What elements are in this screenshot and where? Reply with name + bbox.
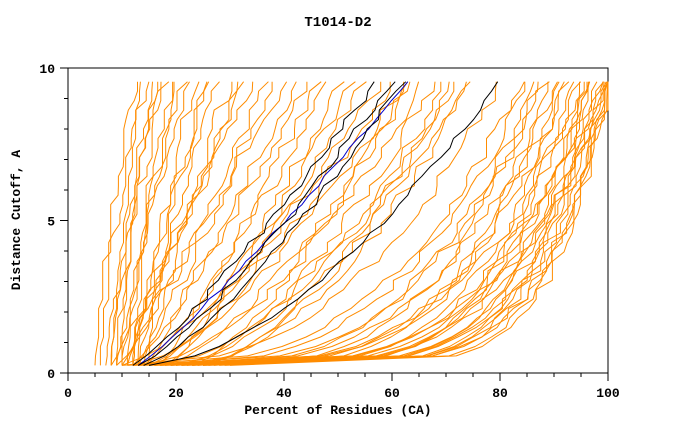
y-tick-label: 5 — [47, 215, 55, 230]
ensemble-curve — [165, 81, 409, 366]
x-tick-label: 0 — [64, 386, 72, 401]
ensemble-curve — [154, 81, 356, 366]
ensemble-curve — [110, 81, 170, 366]
ensemble-curve — [137, 81, 245, 366]
highlight-curve — [143, 81, 407, 366]
x-tick-label: 20 — [168, 386, 184, 401]
ensemble-curve — [132, 81, 550, 366]
ensemble-curve — [154, 81, 560, 366]
ensemble-curve — [126, 81, 254, 366]
ensemble-curve — [121, 81, 288, 366]
y-axis-label: Distance Cutoff, A — [9, 150, 24, 291]
ensemble-curve — [170, 81, 609, 366]
ensemble-curve — [192, 81, 609, 366]
ensemble-curve — [116, 81, 159, 366]
ensemble-curve — [110, 81, 150, 366]
ensemble-curve — [132, 81, 308, 366]
ensemble-curve — [99, 81, 141, 366]
ensemble-curve — [186, 81, 606, 366]
x-tick-label: 80 — [492, 386, 508, 401]
ensemble-curve — [208, 81, 609, 366]
ensemble-curve — [192, 81, 539, 366]
ensemble-curve — [181, 81, 436, 366]
ensemble-curve — [132, 81, 220, 366]
ensemble-curve — [127, 81, 525, 366]
ensemble-curve — [229, 81, 609, 366]
ensemble-curve — [143, 81, 233, 366]
axis-ticks — [60, 67, 609, 381]
ensemble-curve — [213, 81, 549, 366]
ensemble-curve — [105, 81, 153, 366]
y-tick-label: 0 — [47, 367, 55, 382]
ensemble-curve — [110, 81, 239, 366]
ensemble-curve — [126, 81, 208, 366]
ensemble-curve — [197, 81, 570, 366]
ensemble-curve — [175, 81, 455, 366]
highlight-curves — [132, 81, 499, 366]
ensemble-curve — [170, 81, 345, 366]
y-tick-label: 10 — [39, 62, 55, 77]
ensemble-curve — [202, 81, 467, 366]
ensemble-curve — [121, 81, 497, 366]
ensemble-curve — [181, 81, 604, 366]
ensemble-curve — [181, 81, 580, 366]
ensemble-curve — [186, 81, 471, 366]
ensemble-curve — [143, 81, 591, 366]
ensemble-curve — [132, 81, 585, 366]
ensemble-curve — [164, 81, 367, 366]
ensemble-curve — [148, 81, 210, 366]
ensemble-curve — [148, 81, 526, 366]
chart-title: T1014-D2 — [304, 15, 371, 31]
ensemble-curve — [154, 81, 442, 366]
ensemble-curve — [143, 81, 327, 366]
ensemble-curve — [132, 81, 405, 366]
ensemble-curve — [148, 81, 609, 366]
ensemble-curve — [121, 81, 162, 366]
x-axis-label: Percent of Residues (CA) — [244, 403, 431, 418]
ensemble-curve — [170, 81, 535, 366]
x-tick-label: 40 — [276, 386, 292, 401]
ensemble-curve — [137, 81, 273, 366]
ensemble-curve — [137, 81, 200, 366]
ensemble-curve — [148, 81, 391, 366]
ensemble-curve — [154, 81, 590, 366]
highlight-curve — [137, 81, 396, 366]
ensemble-curve — [191, 81, 411, 366]
ensemble-curve — [116, 81, 175, 366]
ensemble-curve — [219, 81, 575, 366]
ensemble-curve — [138, 81, 589, 366]
ensemble-curve — [202, 81, 588, 366]
ensemble-curves — [94, 81, 609, 366]
ensemble-curve — [126, 81, 174, 366]
ensemble-curve — [175, 81, 558, 366]
tick-labels: 0 20 40 60 80 100 0 5 10 — [39, 62, 620, 401]
x-tick-label: 100 — [596, 386, 620, 401]
ensemble-curve — [143, 81, 420, 366]
x-tick-label: 60 — [384, 386, 400, 401]
highlight-curve — [132, 81, 375, 366]
ensemble-curve — [121, 81, 382, 366]
ensemble-curve — [116, 81, 269, 366]
ensemble-curve — [202, 81, 604, 366]
ensemble-curve — [148, 81, 297, 366]
highlight-curve — [148, 81, 499, 366]
ensemble-curve — [94, 81, 138, 366]
